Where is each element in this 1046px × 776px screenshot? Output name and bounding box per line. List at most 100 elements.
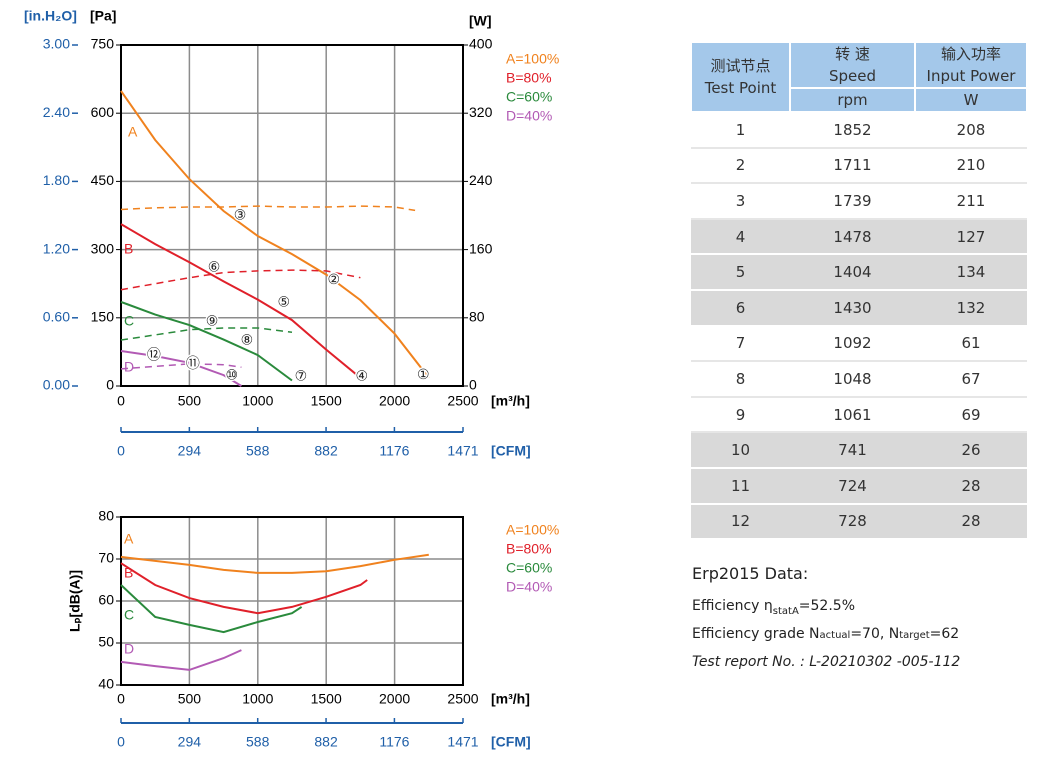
table-cell: 1 <box>691 112 790 149</box>
table-cell: 728 <box>790 503 915 541</box>
curve-letter: D <box>124 641 134 657</box>
x2-tick-label: 882 <box>314 734 338 750</box>
y2-tick-label: 240 <box>469 172 493 188</box>
x-tick-label: 2500 <box>447 393 478 409</box>
legend-entry: A=100% <box>506 522 559 538</box>
x-tick-label: 0 <box>117 691 125 707</box>
table-row: 8 1048 67 <box>691 361 1027 398</box>
table-cell: 208 <box>915 112 1027 149</box>
y3-tick-label: 1.80 <box>43 172 70 188</box>
y-tick-label: 150 <box>91 309 115 325</box>
legend-entry: B=80% <box>506 70 552 86</box>
x2-tick-label: 294 <box>178 443 202 459</box>
table-cell: 26 <box>915 432 1027 469</box>
x-tick-label: 2500 <box>447 691 478 707</box>
y2-tick-label: 160 <box>469 240 493 256</box>
y2-tick-label: 400 <box>469 36 493 52</box>
table-row: 1 1852 208 <box>691 112 1027 149</box>
curve-letter: A <box>124 531 134 547</box>
y-tick-label: 600 <box>91 104 115 120</box>
series-line <box>120 223 362 379</box>
x-tick-label: 1500 <box>311 393 342 409</box>
table-cell: 67 <box>915 361 1027 398</box>
y-tick-label: 0 <box>106 377 114 393</box>
table-cell: 28 <box>915 467 1027 505</box>
test-point: ⑤ <box>278 293 291 309</box>
test-point: ⑩ <box>226 367 239 383</box>
table-row: 4 1478 127 <box>691 218 1027 256</box>
text: =52.5% <box>798 598 856 614</box>
text: statA <box>772 605 799 617</box>
x2-tick-label: 882 <box>314 443 338 459</box>
table-cell: 6 <box>691 289 790 327</box>
text: Efficiency η <box>692 598 773 614</box>
legend-entry: C=60% <box>506 89 552 105</box>
x-tick-label: 0 <box>117 393 125 409</box>
test-point: ④ <box>355 368 368 384</box>
y-tick-label: 60 <box>98 592 114 608</box>
table-cell: 1852 <box>790 112 915 149</box>
legend-entry: B=80% <box>506 541 552 557</box>
y3-tick-label: 3.00 <box>43 36 70 52</box>
erp-notes: Erp2015 Data: Efficiency ηstatA=52.5% Ef… <box>692 560 960 676</box>
y-tick-label: 450 <box>91 172 115 188</box>
table-cell: 28 <box>915 503 1027 541</box>
text: =62 <box>929 626 960 642</box>
plot-frame <box>120 516 464 686</box>
table-row: 12 728 28 <box>691 503 1027 541</box>
x-tick-label: 500 <box>178 393 202 409</box>
table-row: 11 724 28 <box>691 467 1027 505</box>
test-point: ⑨ <box>206 313 219 329</box>
test-point: ⑧ <box>241 332 254 348</box>
test-point: ③ <box>234 207 247 223</box>
header-text: Test Point <box>704 79 777 97</box>
table-cell: 127 <box>915 218 1027 256</box>
y-tick-label: 80 <box>98 508 114 524</box>
test-point: ⑦ <box>295 368 308 384</box>
table-cell: 12 <box>691 503 790 541</box>
table-cell: 9 <box>691 396 790 434</box>
y-axis-label: [Pa] <box>90 8 116 24</box>
header-text: Input Power <box>926 67 1016 85</box>
curve-letter: B <box>124 241 133 257</box>
table-cell: 132 <box>915 289 1027 327</box>
series-line <box>120 553 429 574</box>
table-row: 2 1711 210 <box>691 147 1027 185</box>
x-tick-label: 1000 <box>242 691 273 707</box>
x-tick-label: 1500 <box>311 691 342 707</box>
text: target <box>899 630 930 641</box>
series-line <box>120 584 303 634</box>
table-cell: 8 <box>691 361 790 398</box>
table-cell: 1048 <box>790 361 915 398</box>
test-table: 测试节点 Test Point 转 速 Speed 输入功率 Input Power … <box>690 43 1028 541</box>
table-row: 7 1092 61 <box>691 325 1027 363</box>
curve-letter: B <box>124 565 133 581</box>
header-cell: 转 速 Speed <box>789 43 916 89</box>
series-line <box>120 90 430 379</box>
y3-tick-label: 0.60 <box>43 309 70 325</box>
x2-tick-label: 1471 <box>447 734 478 750</box>
plot-frame <box>120 44 464 387</box>
x2-axis-label: [CFM] <box>491 734 531 750</box>
legend-entry: D=40% <box>506 579 552 595</box>
y2-tick-label: 0 <box>469 377 477 393</box>
power-line <box>120 363 242 370</box>
y-tick-label: 300 <box>91 240 115 256</box>
table-cell: 1739 <box>790 183 915 220</box>
y2-tick-label: 320 <box>469 104 493 120</box>
curve-letter: C <box>124 607 134 623</box>
header-text: 测试节点 <box>710 57 771 75</box>
table-cell: 3 <box>691 183 790 220</box>
series-line <box>120 562 368 615</box>
y-tick-label: 40 <box>98 676 114 692</box>
table-row: 10 741 26 <box>691 432 1027 469</box>
erp-title: Erp2015 Data: <box>692 564 809 583</box>
y-axis-label: Lₚ[dB(A)] <box>67 570 83 632</box>
table-cell: 10 <box>691 432 790 469</box>
curve-letter: A <box>128 124 138 140</box>
table-row: 6 1430 132 <box>691 289 1027 327</box>
y3-tick-label: 1.20 <box>43 240 70 256</box>
x-tick-label: 2000 <box>379 393 410 409</box>
table-cell: 1478 <box>790 218 915 256</box>
unit-cell: rpm <box>789 88 916 113</box>
